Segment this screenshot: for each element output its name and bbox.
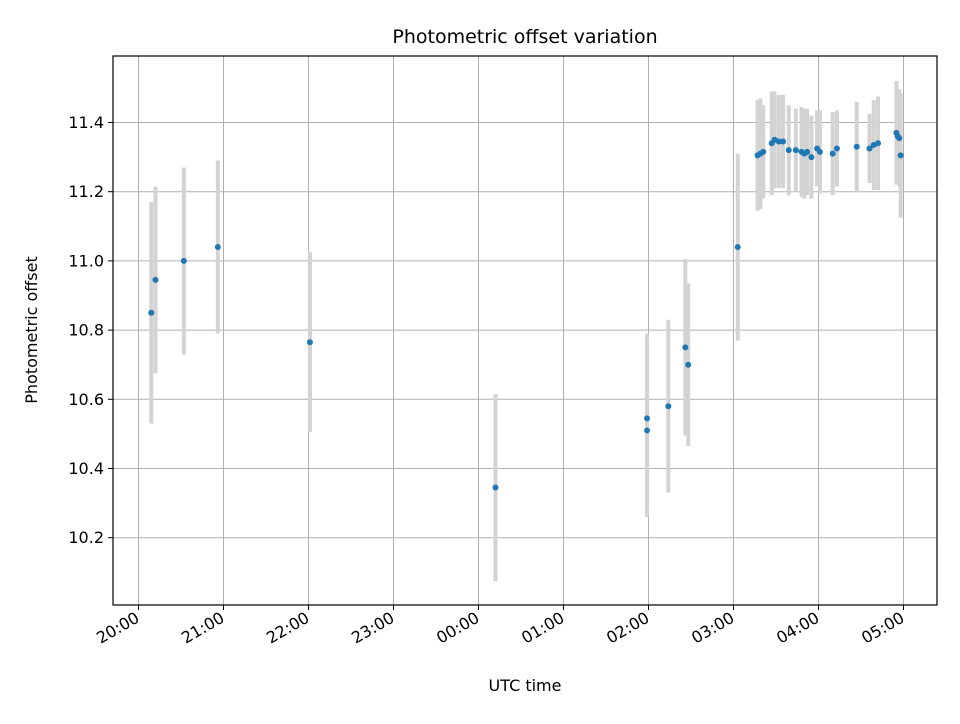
data-point [775, 138, 782, 145]
data-point [804, 148, 811, 155]
data-point [180, 257, 187, 264]
data-point [734, 244, 741, 251]
data-points [148, 129, 904, 491]
data-point [785, 147, 792, 154]
data-point [306, 339, 313, 346]
y-tick-label: 11.4 [68, 113, 104, 132]
data-point [682, 344, 689, 351]
data-point [829, 150, 836, 157]
data-point [853, 143, 860, 150]
y-tick-label: 11.0 [68, 251, 104, 270]
y-tick-label: 10.6 [68, 390, 104, 409]
data-point [896, 135, 903, 142]
data-point [833, 145, 840, 152]
data-point [665, 403, 672, 410]
data-point [897, 152, 904, 159]
y-tick-label: 10.2 [68, 528, 104, 547]
y-ticks: 10.2 10.4 10.6 10.8 11.0 11.2 11.4 [68, 113, 113, 547]
data-point [148, 309, 155, 316]
y-tick-label: 10.4 [68, 459, 104, 478]
x-axis-label: UTC time [489, 676, 562, 695]
y-tick-label: 10.8 [68, 321, 104, 340]
data-point [816, 148, 823, 155]
data-point [152, 276, 159, 283]
y-tick-label: 11.2 [68, 182, 104, 201]
data-point [780, 138, 787, 145]
data-point [685, 361, 692, 368]
y-axis-label: Photometric offset [22, 256, 41, 404]
data-point [492, 484, 499, 491]
data-point [866, 145, 873, 152]
data-point [214, 244, 221, 251]
chart-title: Photometric offset variation [392, 26, 657, 48]
data-point [760, 148, 767, 155]
data-point [808, 154, 815, 161]
data-point [792, 147, 799, 154]
data-point [875, 140, 881, 147]
data-point [644, 427, 651, 434]
y-grid [113, 122, 937, 539]
data-point [644, 415, 651, 422]
